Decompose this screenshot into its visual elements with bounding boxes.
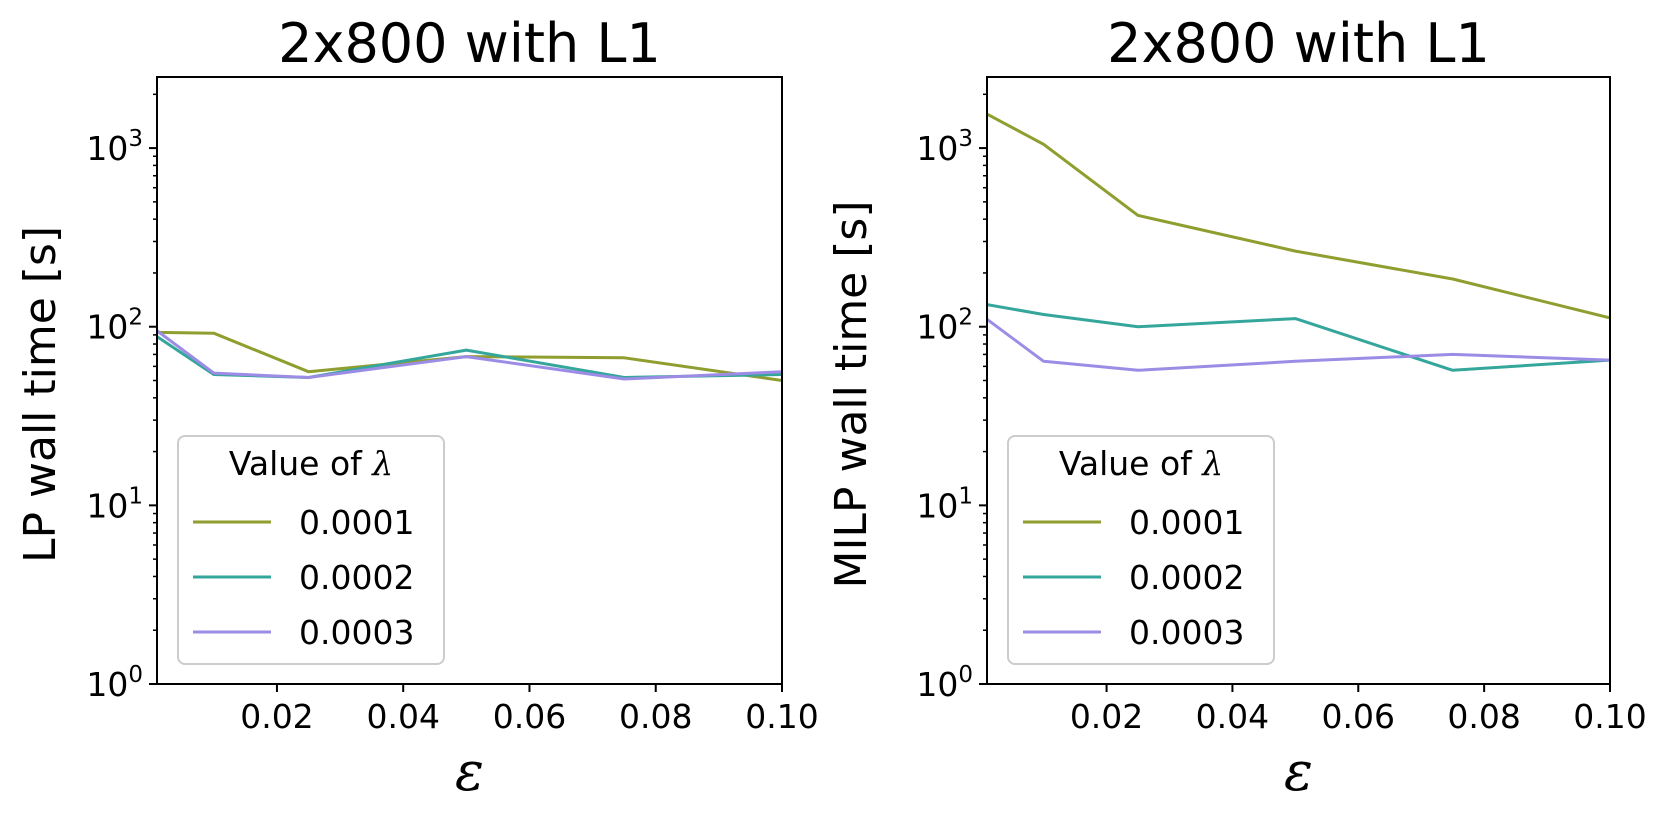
x-tick-label: 0.10 [1573,697,1646,736]
y-tick-label: 100 [86,662,143,704]
plot-frame [156,76,783,685]
legend-label: 0.0001 [1129,503,1244,542]
legend-label: 0.0002 [1129,558,1244,597]
chart-title: 2x800 with L1 [1107,12,1490,75]
series-line-0.0003 [987,318,1610,372]
x-tick-label: 0.02 [240,697,313,736]
plot-frame [986,76,1611,685]
x-axis-label: ε [1284,740,1313,803]
x-tick-label: 0.10 [745,697,818,736]
legend-title: Value of λ [1059,444,1223,483]
y-tick-label: 102 [916,305,973,347]
legend-label: 0.0001 [299,503,414,542]
x-axis-label: ε [455,740,484,803]
series-line-0.0003 [157,329,782,381]
y-axis-label: LP wall time [s] [15,226,66,563]
series-line-0.0001 [987,112,1610,320]
legend-title: Value of λ [229,444,393,483]
legend-label: 0.0003 [1129,613,1244,652]
x-tick-label: 0.02 [1070,697,1143,736]
y-tick-label: 101 [86,483,143,525]
y-tick-label: 103 [86,126,143,168]
legend: Value of λ 0.0001 0.0002 0.0003 [1007,435,1275,665]
x-tick-label: 0.08 [619,697,692,736]
x-tick-label: 0.06 [1322,697,1395,736]
chart-title: 2x800 with L1 [278,12,661,75]
legend-label: 0.0003 [299,613,414,652]
y-axis-label: MILP wall time [s] [826,200,877,588]
x-tick-label: 0.06 [493,697,566,736]
y-tick-label: 102 [86,305,143,347]
left-chart: 2x800 with L1 LP wall time [s] ε 100 101 102 1… [15,12,819,803]
y-tick-label: 101 [916,483,973,525]
x-tick-label: 0.04 [1196,697,1269,736]
series-line-0.0002 [987,303,1610,372]
x-tick-label: 0.08 [1447,697,1520,736]
legend: Value of λ 0.0001 0.0002 0.0003 [177,435,445,665]
right-chart: 2x800 with L1 MILP wall time [s] ε 100 101 10… [826,12,1647,803]
x-tick-label: 0.04 [366,697,439,736]
y-tick-label: 103 [916,126,973,168]
legend-label: 0.0002 [299,558,414,597]
legend-box [1007,435,1275,665]
y-tick-label: 100 [916,662,973,704]
legend-box [177,435,445,665]
